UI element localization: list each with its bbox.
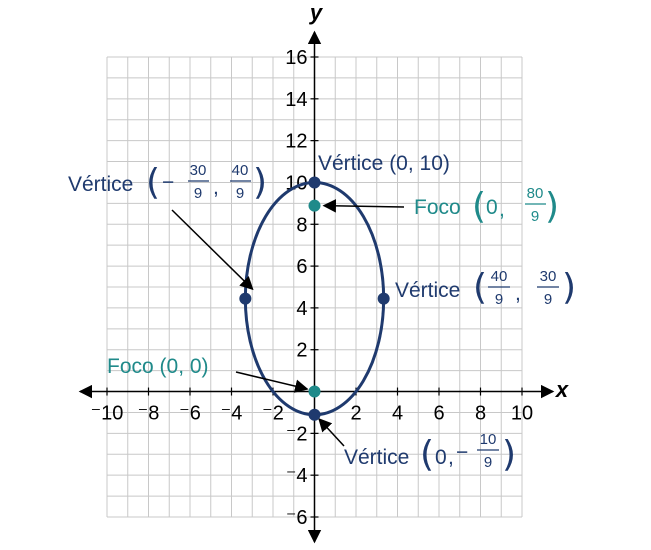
label-focus-top-lparen: ( — [472, 186, 486, 227]
label-vertex-bottom-comma: , — [448, 446, 454, 469]
label-vertex-bottom-rparen: ) — [502, 434, 516, 475]
label-focus-top-rparen: ) — [545, 186, 559, 227]
x-tick-label: ⁻4 — [221, 403, 243, 425]
x-tick-label: 10 — [511, 403, 533, 425]
label-focus-top-num: 80 — [527, 185, 544, 202]
y-tick-label: ⁻4 — [286, 465, 308, 487]
label-vertex-right-den1: 9 — [495, 291, 503, 308]
x-tick-label: 8 — [475, 403, 486, 425]
arrow-focus-top — [322, 199, 405, 213]
label-focus-top-den: 9 — [531, 208, 539, 225]
label-vertex-left: Vértice ( − 30 9 , 40 9 ) — [68, 162, 267, 203]
label-focus-origin: Foco (0, 0) — [107, 355, 209, 378]
focus-point — [308, 199, 321, 212]
y-tick-label: ⁻2 — [286, 423, 308, 445]
label-vertex-bottom: Vértice ( 0 , − 10 9 ) — [344, 431, 516, 475]
vertex-point — [308, 408, 321, 421]
x-tick-label: ⁻2 — [262, 403, 284, 425]
label-vertex-left-rparen: ) — [253, 162, 267, 203]
label-vertex-right-word: Vértice — [395, 279, 460, 302]
y-tick-label: 12 — [285, 131, 307, 153]
vertex-point — [239, 292, 252, 305]
label-vertex-bottom-num: 10 — [480, 431, 497, 448]
label-focus-top-comma: , — [499, 198, 505, 221]
label-vertex-top: Vértice (0, 10) — [318, 152, 450, 175]
y-tick-label: ⁻6 — [286, 507, 308, 529]
y-tick-label: 8 — [296, 214, 307, 236]
points — [239, 176, 390, 421]
label-vertex-left-den2: 9 — [236, 185, 244, 202]
label-vertex-right: Vértice ( 40 9 , 30 9 ) — [395, 267, 576, 308]
arrow-vertex-bottom — [318, 417, 345, 447]
label-vertex-bottom-minus: − — [456, 441, 468, 464]
label-vertex-left-minus: − — [162, 171, 174, 194]
label-vertex-left-num2: 40 — [232, 162, 249, 179]
x-tick-label: ⁻6 — [179, 403, 201, 425]
tick-labels: ⁻10 ⁻8 ⁻6 ⁻4 ⁻2 2 4 6 8 10 ⁻6 ⁻4 ⁻2 2 4 6 8 10 12 14 16 — [91, 47, 534, 529]
label-vertex-bottom-den: 9 — [484, 454, 492, 471]
label-vertex-left-lparen: ( — [146, 162, 160, 203]
y-tick-label: 14 — [285, 89, 307, 111]
x-tick-label: 6 — [433, 403, 444, 425]
label-vertex-left-num1: 30 — [190, 162, 207, 179]
y-tick-label: 4 — [296, 298, 307, 320]
annotation-arrows — [171, 199, 405, 447]
label-vertex-left-den1: 9 — [194, 185, 202, 202]
vertex-point — [377, 292, 390, 305]
x-tick-label: ⁻8 — [138, 403, 160, 425]
label-focus-top-zero: 0 — [486, 196, 498, 219]
label-focus-top-word: Foco — [414, 196, 461, 219]
focus-point — [308, 385, 321, 398]
label-vertex-left-comma: , — [213, 176, 219, 199]
label-vertex-right-num1: 40 — [491, 268, 508, 285]
label-vertex-bottom-word: Vértice — [344, 446, 409, 469]
x-tick-label: ⁻10 — [91, 403, 124, 425]
label-vertex-bottom-lparen: ( — [420, 434, 434, 475]
label-focus-top: Foco ( 0 , 80 9 ) — [414, 185, 559, 227]
label-vertex-right-num2: 30 — [540, 268, 557, 285]
y-tick-label: 16 — [285, 47, 307, 69]
x-tick-label: 4 — [392, 403, 403, 425]
label-vertex-right-rparen: ) — [562, 267, 576, 308]
label-vertex-bottom-zero: 0 — [435, 446, 447, 469]
label-vertex-left-word: Vértice — [68, 173, 133, 196]
y-tick-label: 6 — [296, 256, 307, 278]
x-tick-label: 2 — [350, 403, 361, 425]
arrow-vertex-left — [171, 209, 254, 291]
x-axis-title: x — [555, 377, 569, 402]
arrow-focus-origin — [235, 371, 309, 393]
label-vertex-right-lparen: ( — [473, 267, 487, 308]
vertex-point — [308, 176, 321, 189]
y-tick-label: 2 — [296, 340, 307, 362]
label-vertex-right-comma: , — [515, 282, 521, 305]
y-axis-title: y — [309, 0, 324, 25]
label-vertex-right-den2: 9 — [544, 291, 552, 308]
